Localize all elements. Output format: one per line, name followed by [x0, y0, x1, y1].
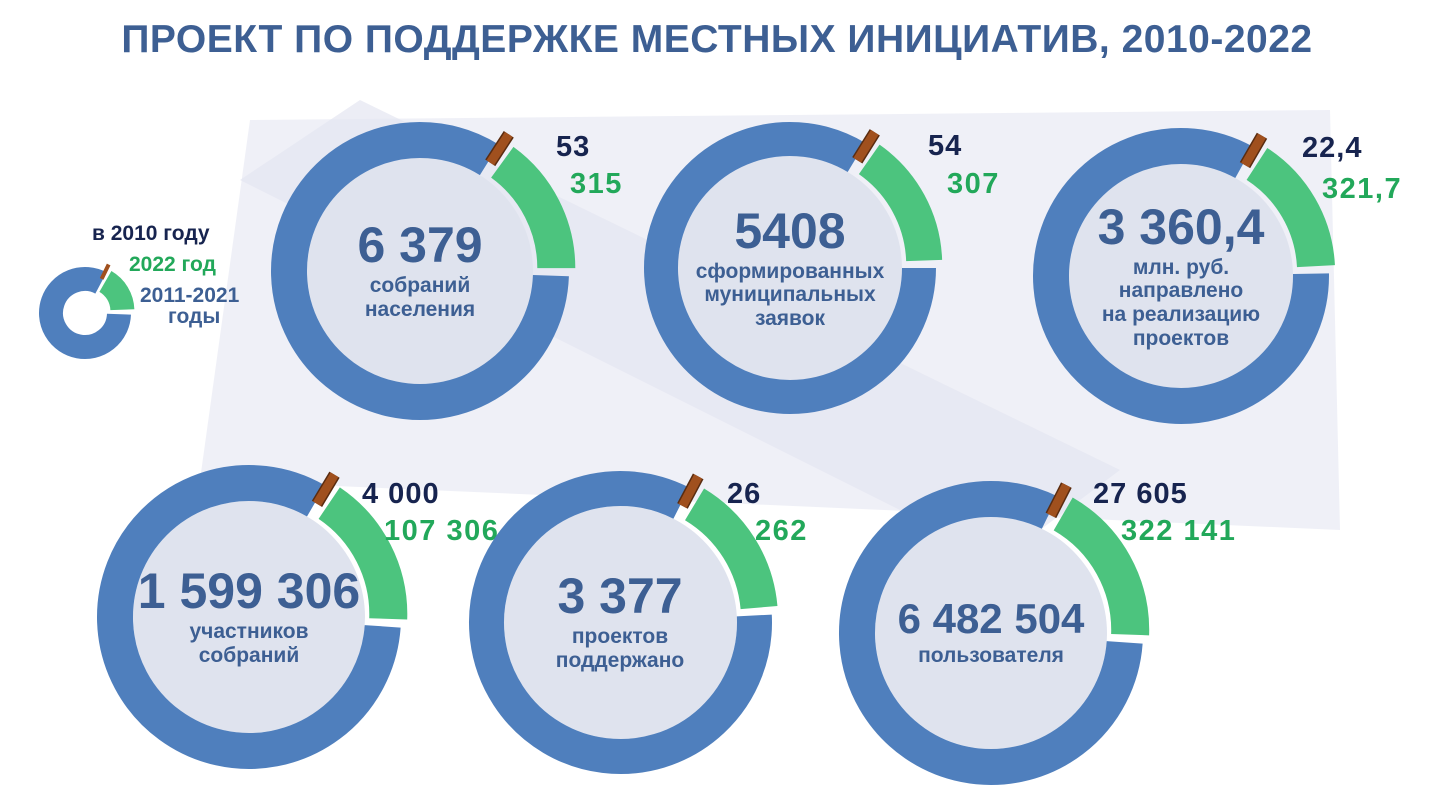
donut-label-line: млн. руб. — [1132, 255, 1230, 279]
donut-total-value: 3 377 — [557, 568, 683, 625]
page-title: ПРОЕКТ ПО ПОДДЕРЖКЕ МЕСТНЫХ ИНИЦИАТИВ, 2… — [121, 18, 1313, 61]
donut-center-text: 5408 сформированных муниципальных заявок — [624, 102, 956, 434]
donut-label-line: проектов — [571, 625, 669, 649]
slice-2022 — [1246, 147, 1335, 268]
donut-center-fill — [678, 156, 902, 380]
donut-total-label: сформированных муниципальных заявок — [696, 260, 885, 331]
donut-total-value: 3 360,4 — [1097, 198, 1265, 255]
donut-center-fill — [875, 517, 1107, 749]
donut-label-line: заявок — [754, 306, 826, 330]
donut-center-text: 3 360,4 млн. руб. направлено на реализацию п… — [1013, 108, 1349, 444]
donut-center-text: 3 377 проектов поддержано — [449, 451, 792, 794]
value-2010-label: 22,4 — [1302, 132, 1363, 164]
value-2010-label: 4 000 — [362, 478, 440, 510]
donut-chart-3: 3 360,4 млн. руб. направлено на реализацию п… — [1013, 108, 1349, 444]
slice-2010 — [486, 131, 513, 166]
value-2010-label: 53 — [556, 131, 591, 163]
donut-svg — [644, 122, 943, 414]
donut-center-fill — [503, 505, 737, 739]
donut-chart-5: 3 377 проектов поддержано — [449, 451, 792, 794]
donut-total-label: млн. руб. направлено на реализацию проектов — [1102, 256, 1260, 350]
donut-label-line: собраний — [198, 644, 300, 667]
donut-label-line: на реализацию — [1101, 303, 1261, 326]
donut-label-line: проектов — [1132, 326, 1230, 350]
donut-label-line: участников — [189, 620, 309, 644]
donut-svg — [468, 470, 777, 774]
slice-2010 — [1241, 133, 1266, 168]
legend-label-years: годы — [168, 305, 221, 328]
slice-2011-2021 — [644, 122, 936, 414]
donut-center-text: 1 599 306 участников собраний — [77, 445, 421, 789]
donut-label-line: пользователя — [918, 644, 1064, 668]
donut-label-line: муниципальных — [704, 283, 876, 307]
donut-svg — [839, 481, 1150, 785]
slice-2022 — [318, 487, 408, 620]
value-2010-label: 27 605 — [1093, 478, 1188, 510]
legend-label-2011-2021: 2011-2021 — [140, 284, 240, 307]
slice-2011-2021 — [468, 470, 772, 774]
donut-label-line: поддержано — [555, 649, 685, 672]
donut-svg — [271, 122, 576, 420]
donut-svg — [1033, 128, 1335, 424]
donut-center-text: 6 482 504 пользователя — [819, 461, 1163, 799]
slice-2010 — [853, 129, 879, 163]
legend-donut-center — [63, 291, 107, 335]
donut-chart-6: 6 482 504 пользователя — [819, 461, 1163, 799]
value-2010-label: 26 — [727, 478, 762, 510]
donut-chart-2: 5408 сформированных муниципальных заявок — [624, 102, 956, 434]
legend-slice-2022 — [98, 271, 135, 311]
donut-label-line: собраний — [369, 274, 471, 298]
value-2022-label: 307 — [947, 168, 1000, 200]
legend-label-2022: 2022 год — [129, 253, 216, 276]
donut-label-line: населения — [364, 298, 476, 321]
donut-total-value: 5408 — [734, 202, 846, 259]
donut-svg — [97, 465, 408, 769]
value-2010-label: 54 — [928, 130, 963, 162]
donut-total-label: собраний населения — [365, 274, 475, 321]
donut-center-fill — [133, 501, 365, 733]
donut-chart-4: 1 599 306 участников собраний — [77, 445, 421, 789]
slice-2011-2021 — [1033, 128, 1329, 424]
slice-2011-2021 — [97, 465, 401, 769]
donut-total-value: 6 482 504 — [897, 595, 1085, 643]
donut-label-line: сформированных — [695, 259, 885, 283]
slice-2022 — [1053, 497, 1150, 636]
slice-2011-2021 — [839, 481, 1143, 785]
legend-donut — [39, 263, 135, 359]
donut-total-value: 6 379 — [357, 217, 483, 274]
slice-2011-2021 — [271, 122, 569, 420]
donut-total-label: пользователя — [918, 644, 1064, 668]
legend-label-2010: в 2010 году — [92, 222, 210, 245]
value-2022-label: 322 141 — [1121, 515, 1237, 547]
slice-2010 — [677, 473, 702, 508]
slice-2022 — [684, 488, 777, 610]
legend-slice-2010 — [99, 263, 111, 280]
donut-total-label: проектов поддержано — [556, 625, 684, 672]
donut-center-fill — [307, 158, 533, 384]
value-2022-label: 262 — [755, 515, 808, 547]
donut-center-fill — [1069, 164, 1293, 388]
slice-2010 — [1046, 483, 1071, 518]
donut-center-text: 6 379 собраний населения — [251, 102, 589, 440]
legend-slice-2011-2021 — [39, 267, 131, 359]
donut-total-label: участников собраний — [189, 620, 308, 667]
value-2022-label: 315 — [570, 168, 623, 200]
donut-total-value: 1 599 306 — [137, 563, 361, 620]
value-2022-label: 107 306 — [384, 515, 500, 547]
slice-2010 — [313, 472, 339, 507]
slice-2022 — [490, 146, 576, 269]
value-2022-label: 321,7 — [1322, 173, 1403, 205]
donut-chart-1: 6 379 собраний населения — [251, 102, 589, 440]
donut-label-line: направлено — [1118, 279, 1244, 303]
slice-2022 — [858, 144, 943, 262]
